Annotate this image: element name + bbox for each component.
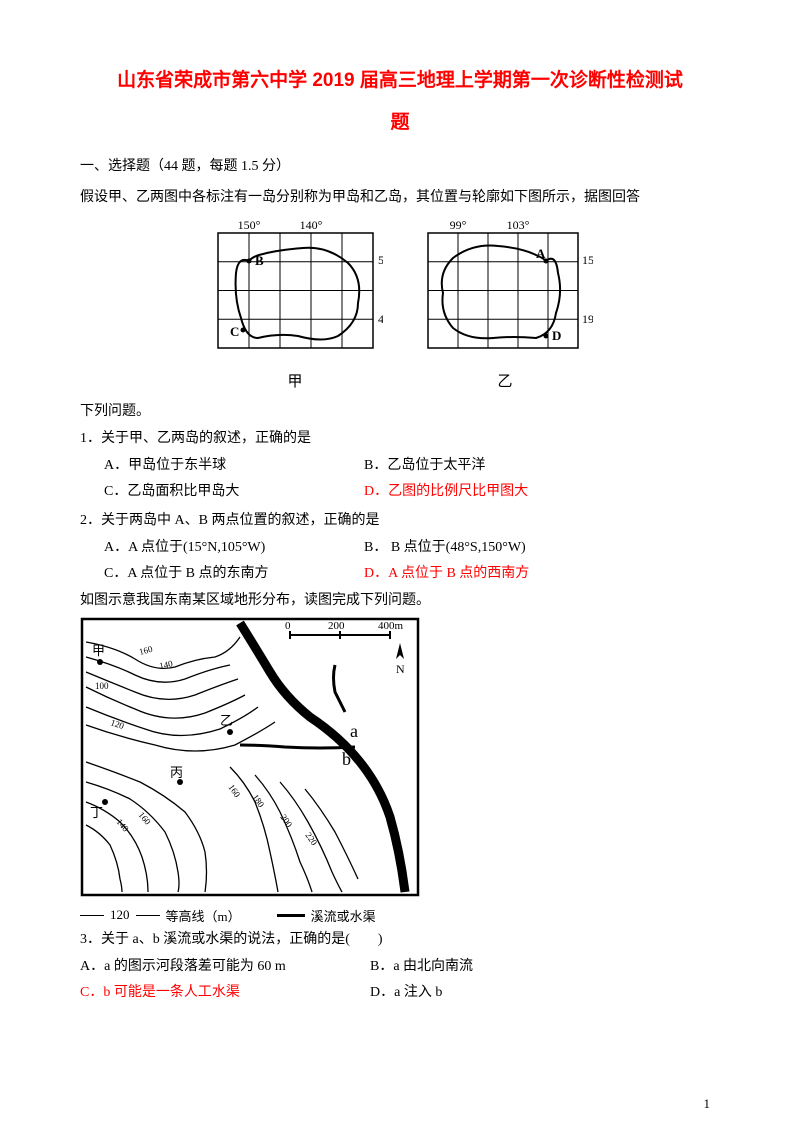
figure2: 0 200 400m N a b bbox=[80, 617, 720, 902]
q3-C: C．b 可能是一条人工水渠 bbox=[80, 980, 370, 1007]
scale-0: 0 bbox=[285, 620, 291, 632]
jia-lat2: 40° bbox=[378, 312, 383, 326]
q1-B: B．乙岛位于太平洋 bbox=[364, 453, 485, 480]
q3-B: B．a 由北向南流 bbox=[370, 954, 473, 981]
intro-1: 假设甲、乙两图中各标注有一岛分别称为甲岛和乙岛，其位置与轮廓如下图所示，据图回答 bbox=[80, 185, 720, 210]
legend-stream-text: 溪流或水渠 bbox=[311, 906, 376, 925]
title-line1: 山东省荣成市第六中学 2019 届高三地理上学期第一次诊断性检测试 bbox=[117, 70, 683, 91]
q1-D: D．乙图的比例尺比甲图大 bbox=[364, 479, 528, 506]
scale-200: 200 bbox=[328, 620, 345, 632]
q2-A: A．A 点位于(15°N,105°W) bbox=[104, 535, 364, 562]
yi-label: 乙 bbox=[418, 370, 593, 391]
pt-ding: 丁 bbox=[90, 805, 103, 820]
figure-yi: 99° 103° 15° 19° A D 乙 bbox=[418, 218, 593, 391]
section-head: 一、选择题（44 题，每题 1.5 分） bbox=[80, 154, 720, 179]
after-map: 下列问题。 bbox=[80, 399, 720, 424]
scale-400: 400m bbox=[378, 620, 404, 632]
yi-lon2: 103° bbox=[506, 218, 529, 232]
legend: 120 等高线（m） 溪流或水渠 bbox=[80, 906, 720, 925]
q3-options: A．a 的图示河段落差可能为 60 m B．a 由北向南流 C．b 可能是一条人… bbox=[80, 954, 720, 1007]
yi-lat2: 19° bbox=[582, 312, 593, 326]
jia-lon2: 140° bbox=[299, 218, 322, 232]
topo-map-svg: 0 200 400m N a b bbox=[80, 617, 420, 897]
q1-C: C．乙岛面积比甲岛大 bbox=[104, 479, 364, 506]
jia-label: 甲 bbox=[208, 370, 383, 391]
yi-lat1: 15° bbox=[582, 253, 593, 267]
legend-contour-mark: 120 bbox=[110, 907, 130, 923]
intro-2: 如图示意我国东南某区域地形分布，读图完成下列问题。 bbox=[80, 588, 720, 613]
figure1-row: 150° 140° 50° 40° B C 甲 99° 103° 15° 19° bbox=[80, 218, 720, 391]
pt-yi: 乙 bbox=[220, 713, 233, 728]
q3-A: A．a 的图示河段落差可能为 60 m bbox=[80, 954, 370, 981]
jia-C: C bbox=[230, 324, 239, 339]
label-b: b bbox=[342, 749, 351, 769]
q2-stem: 2．关于两岛中 A、B 两点位置的叙述，正确的是 bbox=[80, 508, 720, 535]
q2-D: D．A 点位于 B 点的西南方 bbox=[364, 561, 529, 588]
page-number: 1 bbox=[704, 1096, 711, 1112]
pt-jia: 甲 bbox=[92, 643, 105, 658]
map-jia-svg: 150° 140° 50° 40° B C bbox=[208, 218, 383, 363]
stream-line-icon bbox=[277, 914, 305, 917]
yi-D: D bbox=[552, 328, 561, 343]
q1-stem: 1．关于甲、乙两岛的叙述，正确的是 bbox=[80, 426, 720, 453]
svg-text:100: 100 bbox=[95, 681, 109, 691]
q3-stem: 3．关于 a、b 溪流或水渠的说法，正确的是( ) bbox=[80, 927, 720, 954]
q2-B: B． B 点位于(48°S,150°W) bbox=[364, 535, 526, 562]
q2-options: A．A 点位于(15°N,105°W) B． B 点位于(48°S,150°W)… bbox=[80, 535, 720, 588]
yi-lon1: 99° bbox=[449, 218, 466, 232]
yi-A: A bbox=[536, 246, 546, 261]
label-a: a bbox=[350, 721, 358, 741]
legend-contour-text: 等高线（m） bbox=[166, 906, 241, 925]
svg-text:N: N bbox=[396, 662, 405, 676]
q1-A: A．甲岛位于东半球 bbox=[104, 453, 364, 480]
exam-title: 山东省荣成市第六中学 2019 届高三地理上学期第一次诊断性检测试 题 bbox=[80, 60, 720, 144]
contour-line-icon2 bbox=[136, 915, 160, 916]
q3-D: D．a 注入 b bbox=[370, 980, 442, 1007]
title-line2: 题 bbox=[390, 112, 409, 133]
jia-lon1: 150° bbox=[237, 218, 260, 232]
q1-options: A．甲岛位于东半球 B．乙岛位于太平洋 C．乙岛面积比甲岛大 D．乙图的比例尺比… bbox=[80, 453, 720, 506]
contour-line-icon bbox=[80, 915, 104, 916]
jia-lat1: 50° bbox=[378, 253, 383, 267]
pt-bing: 丙 bbox=[170, 765, 183, 780]
figure-jia: 150° 140° 50° 40° B C 甲 bbox=[208, 218, 383, 391]
map-yi-svg: 99° 103° 15° 19° A D bbox=[418, 218, 593, 363]
q2-C: C．A 点位于 B 点的东南方 bbox=[104, 561, 364, 588]
jia-B: B bbox=[255, 253, 264, 268]
